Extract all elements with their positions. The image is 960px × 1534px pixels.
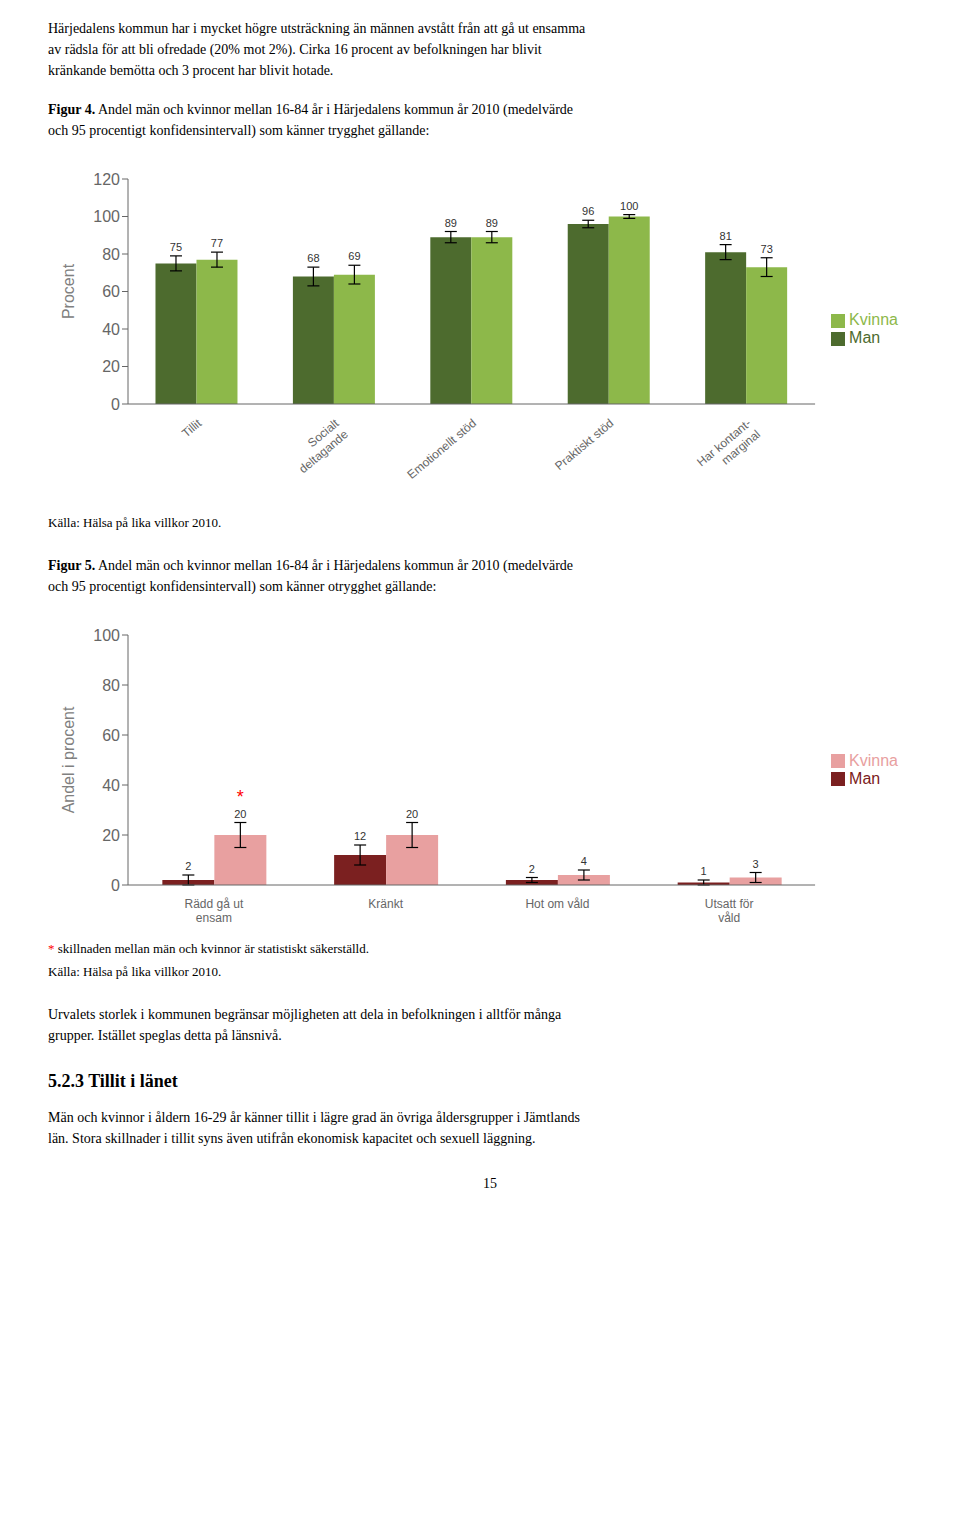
svg-text:20: 20 (102, 826, 120, 843)
svg-text:81: 81 (720, 230, 732, 242)
svg-text:Emotionellt stöd: Emotionellt stöd (405, 416, 479, 482)
svg-text:3: 3 (753, 857, 759, 869)
svg-text:100: 100 (93, 626, 120, 643)
svg-text:1: 1 (701, 865, 707, 877)
svg-text:Andel i procent: Andel i procent (60, 706, 77, 813)
svg-text:96: 96 (582, 205, 594, 217)
svg-text:Rädd gå utensam: Rädd gå utensam (185, 896, 244, 924)
html-text:Män och kvinnor i åldern 16-29: Män och kvinnor i åldern 16-29 år känner… (48, 1109, 580, 1146)
html-text:Figur 5. Andel män och kvinnor: Figur 5. Andel män och kvinnor mellan 16… (48, 557, 573, 594)
svg-text:120: 120 (93, 171, 120, 188)
html-text:Källa: Hälsa på lika villkor 2: Källa: Hälsa på lika villkor 2010. (48, 964, 222, 979)
svg-text:Tillit: Tillit (179, 416, 205, 441)
svg-text:Kränkt: Kränkt (368, 896, 403, 910)
svg-text:Socialtdeltagande: Socialtdeltagande (287, 416, 351, 476)
html-text:Källa: Hälsa på lika villkor 2: Källa: Hälsa på lika villkor 2010. (48, 515, 222, 530)
svg-text:4: 4 (581, 855, 587, 867)
svg-text:Har kontant-marginal: Har kontant-marginal (694, 416, 763, 480)
html-text:Man: Man (849, 769, 881, 787)
svg-text:2: 2 (529, 862, 535, 874)
html-text:Kvinna: Kvinna (849, 311, 898, 328)
svg-text:68: 68 (307, 252, 319, 264)
svg-text:60: 60 (102, 726, 120, 743)
svg-text:77: 77 (211, 237, 223, 249)
svg-text:2: 2 (185, 860, 191, 872)
svg-text:Hot om våld: Hot om våld (525, 896, 589, 910)
svg-text:80: 80 (102, 246, 120, 263)
svg-text:40: 40 (102, 776, 120, 793)
svg-text:100: 100 (93, 208, 120, 225)
svg-text:Praktiskt stöd: Praktiskt stöd (552, 416, 616, 473)
svg-text:100: 100 (620, 200, 638, 212)
svg-text:20: 20 (406, 807, 418, 819)
html-text:Figur 4. Andel män och kvinnor: Figur 4. Andel män och kvinnor mellan 16… (48, 102, 573, 138)
svg-text:*: * (237, 786, 244, 806)
html-text:Urvalets storlek i kommunen be: Urvalets storlek i kommunen begränsar mö… (48, 1006, 562, 1043)
svg-text:20: 20 (234, 807, 246, 819)
html-text:Kvinna: Kvinna (849, 751, 898, 769)
svg-text:60: 60 (102, 283, 120, 300)
html-text:5.2.3 Tillit i länet: 5.2.3 Tillit i länet (48, 1070, 178, 1091)
svg-text:89: 89 (445, 217, 457, 229)
svg-text:73: 73 (761, 243, 773, 255)
svg-text:0: 0 (111, 396, 120, 413)
html-text:Härjedalens kommun har i mycke: Härjedalens kommun har i mycket högre ut… (48, 21, 586, 78)
svg-text:Utsatt förvåld: Utsatt förvåld (705, 896, 754, 924)
html-text:Man: Man (849, 329, 881, 346)
svg-text:40: 40 (102, 321, 120, 338)
svg-text:Procent: Procent (60, 263, 77, 319)
html-text:* skillnaden mellan män och kv: * skillnaden mellan män och kvinnor är s… (48, 940, 369, 956)
svg-text:69: 69 (348, 250, 360, 262)
svg-text:20: 20 (102, 358, 120, 375)
svg-text:12: 12 (354, 830, 366, 842)
html-text:15: 15 (483, 1175, 497, 1191)
svg-text:0: 0 (111, 876, 120, 893)
svg-text:80: 80 (102, 676, 120, 693)
svg-text:89: 89 (486, 217, 498, 229)
svg-text:75: 75 (170, 241, 182, 253)
